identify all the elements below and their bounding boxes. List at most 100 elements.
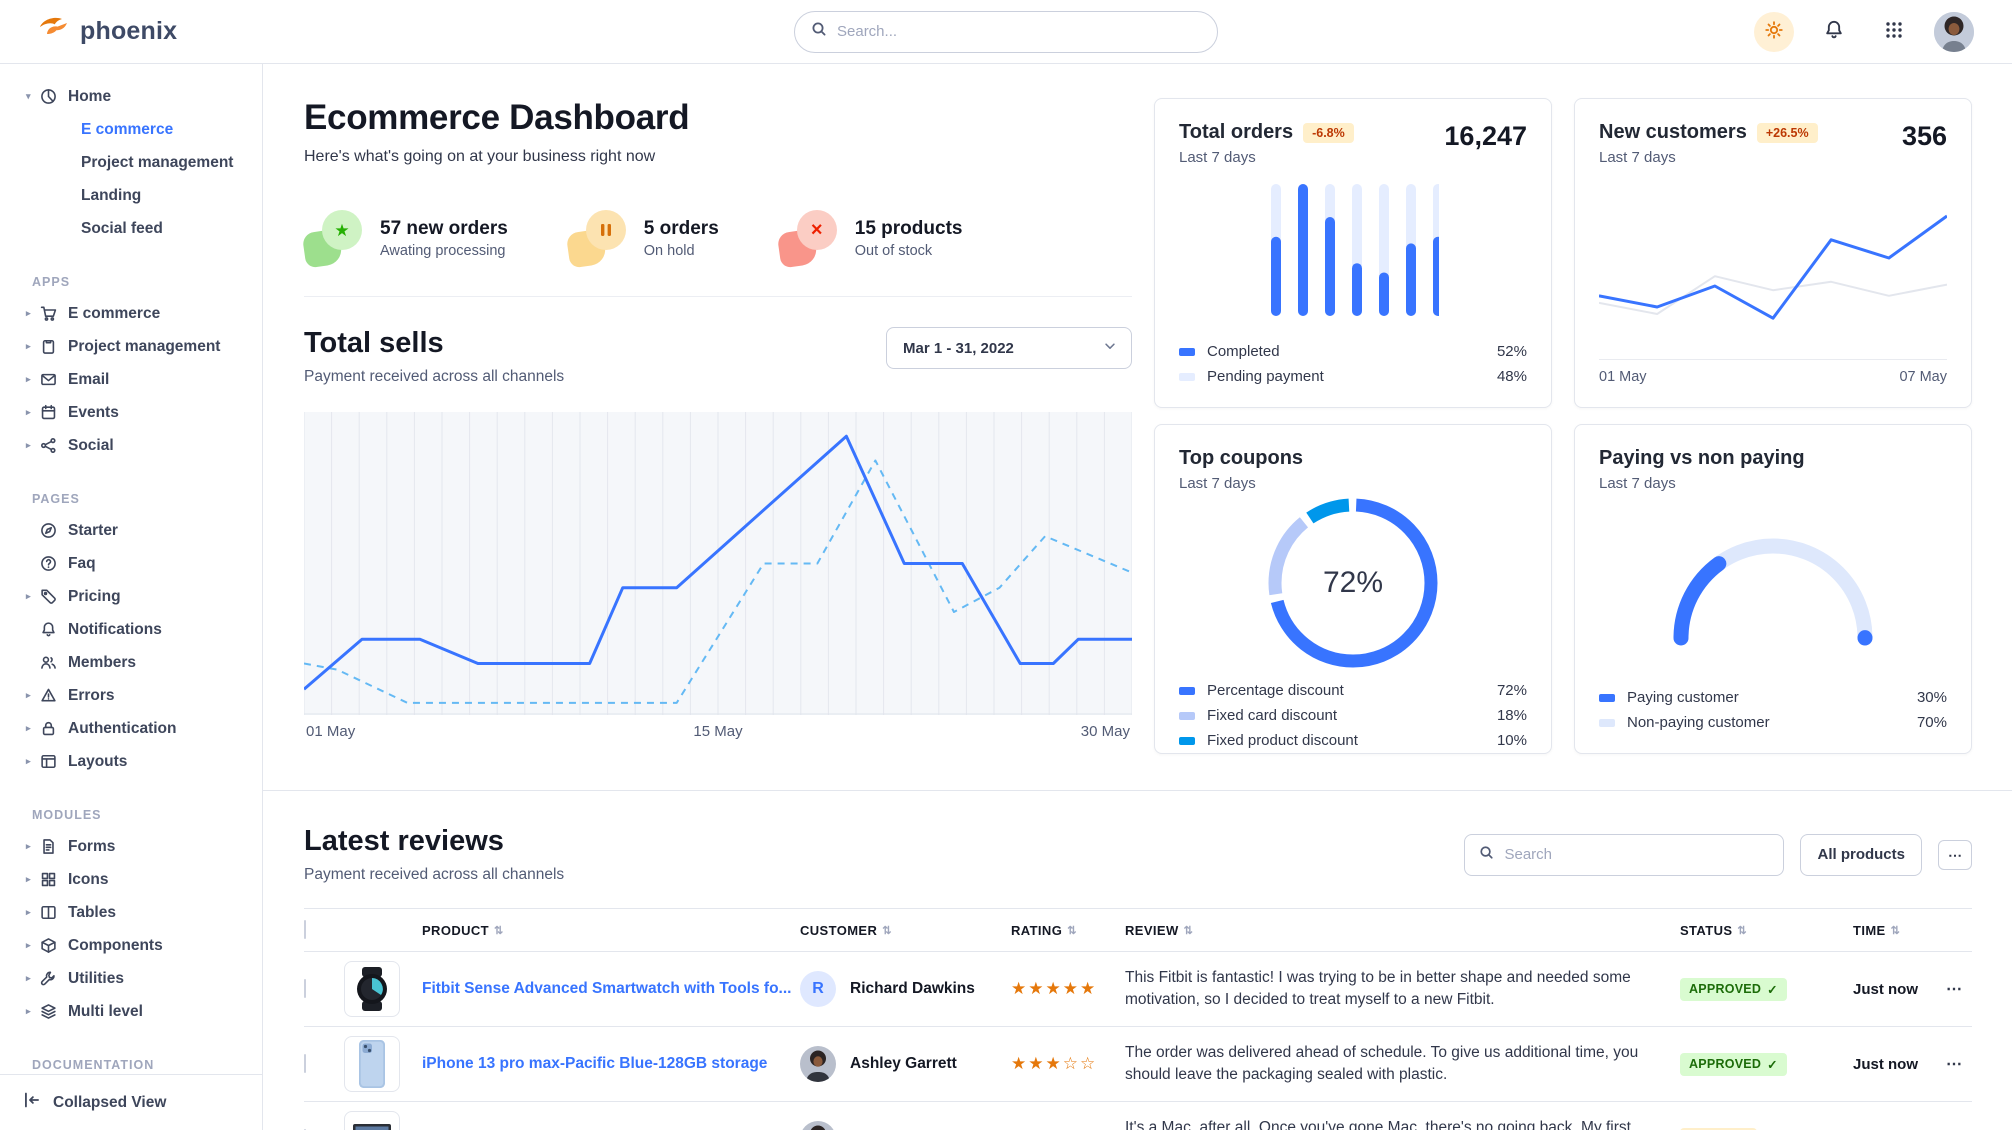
sidebar-item-label: Utilities (68, 969, 124, 987)
caret-right-icon: ▸ (26, 308, 31, 318)
reviews-subtitle: Payment received across all channels (304, 866, 565, 883)
new-customers-card: New customers +26.5% Last 7 days 356 01 … (1574, 98, 1972, 408)
sidebar-item-members[interactable]: Members (0, 646, 262, 679)
legend-item: Fixed card discount 18% (1179, 707, 1527, 724)
customer-cell[interactable] (800, 1121, 1011, 1130)
stat-icon-art: × (776, 210, 839, 269)
caret-right-icon: ▸ (26, 756, 31, 766)
total-sells-chart (304, 412, 1132, 715)
sidebar-item-layouts[interactable]: ▸ Layouts (0, 745, 262, 778)
date-range-select[interactable]: Mar 1 - 31, 2022 (886, 327, 1132, 369)
customer-cell[interactable]: Ashley Garrett (800, 1046, 1011, 1082)
sidebar-subitem-landing[interactable]: Landing (0, 179, 262, 212)
sidebar-item-starter[interactable]: Starter (0, 514, 262, 547)
sidebar-item-tables[interactable]: ▸ Tables (0, 896, 262, 929)
review-time: Just now (1853, 1055, 1919, 1073)
caret-right-icon: ▸ (26, 973, 31, 983)
column-header-customer[interactable]: CUSTOMER ⇅ (800, 922, 892, 938)
sidebar-item-events[interactable]: ▸ Events (0, 396, 262, 429)
sidebar-item-faq[interactable]: Faq (0, 547, 262, 580)
select-all-checkbox[interactable] (304, 920, 306, 939)
total-orders-legend: Completed 52% Pending payment 48% (1179, 343, 1527, 385)
brand[interactable]: phoenix (38, 15, 177, 48)
sort-icon: ⇅ (1067, 924, 1077, 937)
all-products-button[interactable]: All products (1800, 833, 1922, 876)
caret-right-icon: ▸ (26, 374, 31, 384)
column-header-product[interactable]: PRODUCT ⇅ (422, 922, 504, 938)
column-header-status[interactable]: STATUS ⇅ (1680, 922, 1748, 938)
sidebar-item-label: Project management (81, 153, 234, 171)
paying-legend: Paying customer 30% Non-paying customer 70% (1599, 689, 1947, 731)
sidebar-section-label: DOCUMENTATION (32, 1058, 155, 1072)
total-orders-badge: -6.8% (1303, 122, 1354, 143)
column-header-review[interactable]: REVIEW ⇅ (1125, 922, 1194, 938)
sidebar-subitem-e-commerce[interactable]: E commerce (0, 113, 262, 146)
sidebar-subitem-project-management[interactable]: Project management (0, 146, 262, 179)
sidebar-item-label: Multi level (68, 1002, 143, 1020)
reviews-search[interactable] (1464, 833, 1785, 876)
row-checkbox[interactable] (304, 979, 306, 998)
sidebar-item-multi-level[interactable]: ▸ Multi level (0, 995, 262, 1028)
status-badge: APPROVED ✓ (1680, 1052, 1787, 1076)
reviews-more-button[interactable]: ⋯ (1938, 839, 1972, 870)
dashboard-left-column: Ecommerce Dashboard Here's what's going … (301, 98, 1132, 754)
new-customers-x-end: 07 May (1899, 369, 1947, 385)
x-axis-label: 01 May (306, 723, 356, 740)
stat-value: 15 products (854, 217, 963, 239)
sidebar-item-notifications[interactable]: Notifications (0, 613, 262, 646)
column-header-rating[interactable]: RATING ⇅ (1011, 922, 1077, 938)
sidebar-item-icons[interactable]: ▸ Icons (0, 863, 262, 896)
sidebar-item-authentication[interactable]: ▸ Authentication (0, 712, 262, 745)
top-coupons-title: Top coupons (1179, 447, 1304, 469)
top-coupons-legend: Percentage discount 72% Fixed card discoun… (1179, 682, 1527, 749)
sidebar-subitem-social-feed[interactable]: Social feed (0, 212, 262, 245)
review-text: The order was delivered ahead of schedul… (1125, 1043, 1639, 1083)
sidebar-item-e-commerce[interactable]: ▸ E commerce (0, 297, 262, 330)
sidebar-item-errors[interactable]: ▸ Errors (0, 679, 262, 712)
search-input[interactable] (837, 23, 1201, 40)
row-checkbox[interactable] (304, 1054, 306, 1073)
sidebar-item-label: Errors (68, 686, 115, 704)
tag-icon (40, 588, 58, 606)
new-customers-badge: +26.5% (1756, 122, 1818, 143)
total-sells-x-axis: 01 May 15 May 30 May (304, 715, 1132, 740)
column-header-time[interactable]: TIME ⇅ (1853, 922, 1901, 938)
sidebar-item-label: Members (68, 653, 137, 671)
table-row: Fitbit Sense Advanced Smartwatch with To… (304, 952, 1972, 1027)
notifications-button[interactable] (1814, 12, 1854, 52)
sidebar-item-forms[interactable]: ▸ Forms (0, 830, 262, 863)
sidebar-item-social[interactable]: ▸ Social (0, 429, 262, 462)
sidebar-item-pricing[interactable]: ▸ Pricing (0, 580, 262, 613)
sidebar-item-home[interactable]: ▾ Home (0, 80, 262, 113)
sort-icon: ⇅ (1183, 924, 1194, 937)
compass-icon (40, 522, 58, 540)
sidebar-item-components[interactable]: ▸ Components (0, 929, 262, 962)
row-actions-button[interactable]: ⋯ (1946, 981, 1962, 998)
paying-card: Paying vs non paying Last 7 days Paying … (1574, 424, 1972, 754)
lock-icon (40, 720, 58, 738)
question-icon (40, 555, 58, 573)
reviews-search-input[interactable] (1504, 846, 1770, 863)
global-search[interactable] (794, 10, 1218, 53)
star-icon: ★ (334, 220, 350, 240)
product-thumbnail (344, 1036, 400, 1092)
product-link[interactable]: Fitbit Sense Advanced Smartwatch with To… (422, 980, 792, 997)
apps-menu-button[interactable] (1874, 12, 1914, 52)
row-actions-button[interactable]: ⋯ (1946, 1056, 1962, 1073)
sidebar-item-email[interactable]: ▸ Email (0, 363, 262, 396)
customer-cell[interactable]: R Richard Dawkins (800, 971, 1011, 1007)
sidebar-item-utilities[interactable]: ▸ Utilities (0, 962, 262, 995)
product-link[interactable]: iPhone 13 pro max-Pacific Blue-128GB sto… (422, 1055, 768, 1072)
grid-9-icon (1884, 20, 1904, 43)
table-row: It's a Mac, after all. Once you've gone … (304, 1102, 1972, 1130)
sidebar-item-project-management[interactable]: ▸ Project management (0, 330, 262, 363)
review-text: This Fitbit is fantastic! I was trying t… (1125, 968, 1631, 1008)
x-axis-label: 30 May (1080, 723, 1130, 740)
user-avatar[interactable] (1934, 11, 1974, 52)
search-icon (1479, 845, 1494, 865)
total-orders-chart (1179, 184, 1527, 316)
theme-toggle-button[interactable] (1754, 11, 1794, 52)
collapse-view-toggle[interactable]: Collapsed View (0, 1074, 262, 1130)
sort-icon: ⇅ (1890, 924, 1901, 937)
file-icon (40, 838, 58, 856)
